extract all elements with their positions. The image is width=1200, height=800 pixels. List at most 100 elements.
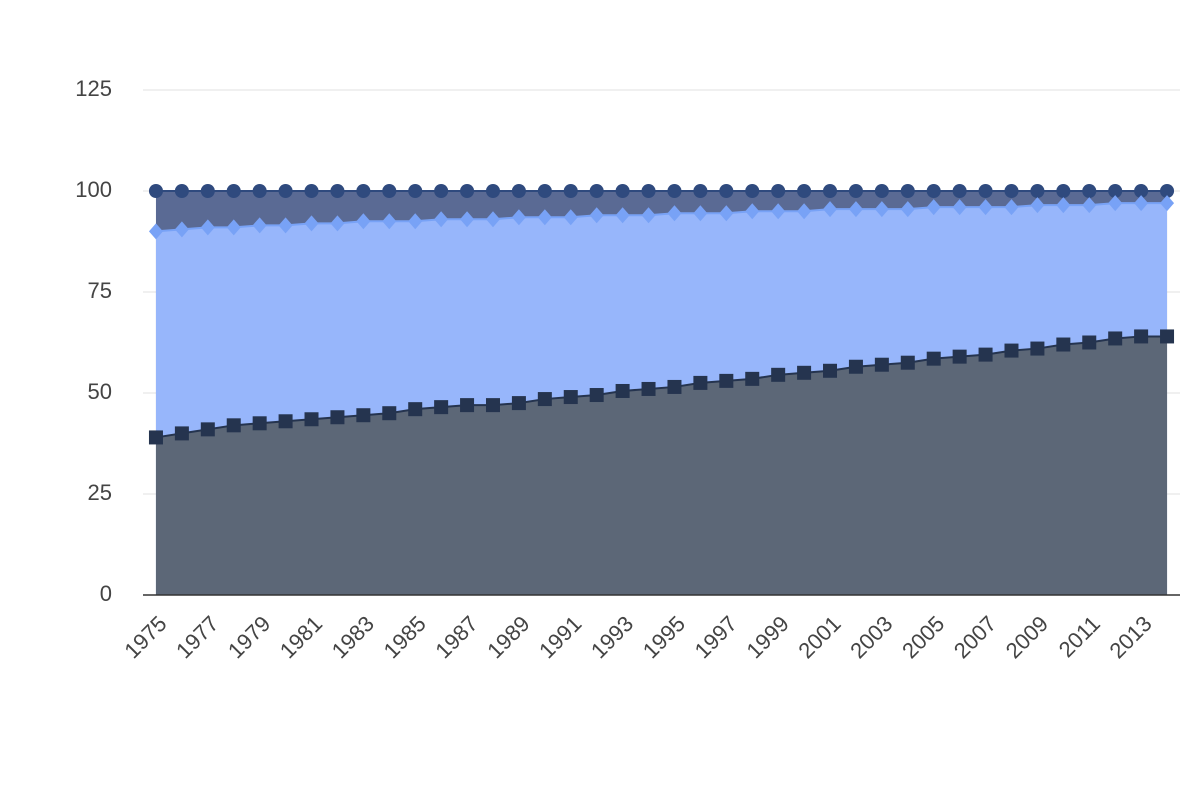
point (823, 201, 838, 218)
point (1056, 184, 1071, 198)
point (174, 184, 189, 198)
x-tick-label: 1997 (690, 611, 742, 663)
point (978, 184, 993, 198)
x-tick-label: 1977 (171, 611, 223, 663)
point (1108, 184, 1123, 198)
x-tick-label: 1983 (327, 611, 379, 663)
point (408, 184, 423, 198)
x-tick-label: 2005 (897, 611, 949, 663)
point (460, 398, 475, 413)
x-tick-label: 1995 (638, 611, 690, 663)
point (900, 201, 915, 218)
point (719, 184, 734, 198)
point (485, 211, 500, 228)
x-tick-label: 2011 (1054, 611, 1105, 662)
x-tick-label: 1993 (586, 611, 638, 663)
point (330, 215, 345, 232)
y-tick-label: 50 (88, 379, 112, 404)
x-tick-label: 1987 (430, 611, 482, 663)
point (537, 184, 552, 198)
x-tick-label: 2013 (1104, 611, 1156, 663)
x-tick-label: 1975 (119, 611, 171, 663)
point (1082, 335, 1097, 350)
point (952, 349, 967, 364)
point (926, 199, 941, 216)
point (200, 422, 215, 437)
point (797, 203, 812, 220)
x-tick-label: 2001 (793, 611, 845, 663)
point (1004, 343, 1019, 358)
point (693, 375, 708, 390)
y-tick-label: 0 (100, 581, 112, 606)
point (304, 215, 319, 232)
point (434, 184, 449, 198)
point (667, 205, 682, 222)
area (155, 336, 1168, 595)
point (408, 402, 423, 417)
point (797, 365, 812, 380)
point (693, 205, 708, 222)
x-tick-label: 1999 (742, 611, 794, 663)
point (226, 418, 241, 433)
point (797, 184, 812, 198)
point (926, 351, 941, 366)
point (589, 184, 604, 198)
point (667, 184, 682, 198)
point (823, 363, 838, 378)
point (1108, 195, 1123, 212)
point (615, 383, 630, 398)
x-tick-label: 1991 (534, 611, 586, 663)
point (1030, 341, 1045, 356)
point (537, 392, 552, 407)
point (1030, 184, 1045, 198)
point (278, 217, 293, 234)
point (900, 355, 915, 370)
point (252, 416, 267, 431)
x-tick-label: 1981 (275, 611, 327, 663)
x-tick-label: 1979 (223, 611, 275, 663)
point (511, 184, 526, 198)
point (926, 184, 941, 198)
point (874, 357, 889, 372)
point (1004, 184, 1019, 198)
point (745, 371, 760, 386)
point (460, 211, 475, 228)
x-tick-label: 2009 (1001, 611, 1053, 663)
point (200, 184, 215, 198)
point (1160, 184, 1175, 198)
point (771, 184, 786, 198)
point (1134, 329, 1149, 344)
point (252, 184, 267, 198)
y-tick-label: 75 (88, 278, 112, 303)
point (589, 388, 604, 403)
point (900, 184, 915, 198)
point (148, 223, 163, 240)
point (823, 184, 838, 198)
point (200, 219, 215, 236)
point (408, 213, 423, 230)
point (978, 199, 993, 216)
point (589, 207, 604, 224)
point (434, 211, 449, 228)
point (848, 359, 863, 374)
point (485, 398, 500, 413)
point (719, 373, 734, 388)
point (1108, 331, 1123, 346)
y-tick-label: 25 (88, 480, 112, 505)
point (356, 213, 371, 230)
point (848, 184, 863, 198)
point (563, 209, 578, 226)
x-tick-label: 1989 (482, 611, 534, 663)
point (174, 426, 189, 441)
point (278, 184, 293, 198)
x-tick-label: 1985 (379, 611, 431, 663)
point (1134, 184, 1149, 198)
point (537, 209, 552, 226)
point (226, 184, 241, 198)
point (563, 184, 578, 198)
point (434, 400, 449, 415)
point (148, 184, 163, 198)
point (771, 203, 786, 220)
